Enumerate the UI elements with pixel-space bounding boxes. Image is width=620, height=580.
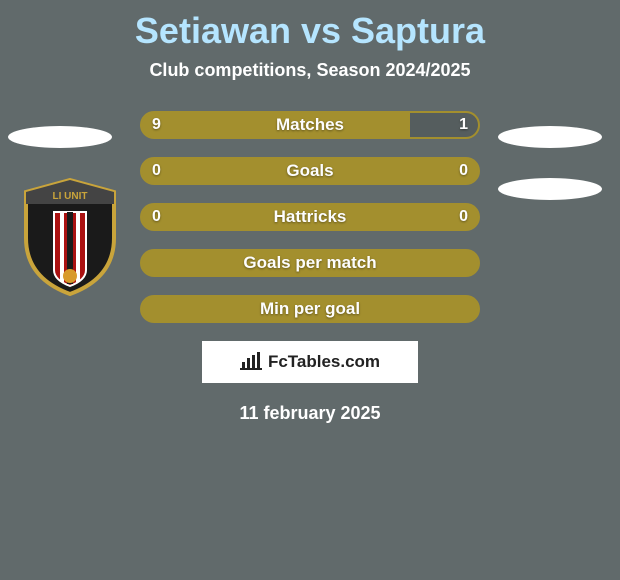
stat-row: Goals0 0 xyxy=(140,157,480,185)
stat-value-left: 0 xyxy=(152,203,161,231)
stat-row: Goals per match xyxy=(140,249,480,277)
stat-row: Min per goal xyxy=(140,295,480,323)
bar-chart-icon xyxy=(240,352,262,372)
stat-value-left: 9 xyxy=(152,111,161,139)
page-subtitle: Club competitions, Season 2024/2025 xyxy=(0,60,620,81)
stat-label: Goals xyxy=(140,157,480,185)
stat-label: Hattricks xyxy=(140,203,480,231)
stats-area: Matches91Goals00Hattricks00Goals per mat… xyxy=(0,111,620,323)
stat-value-left: 0 xyxy=(152,157,161,185)
stat-value-right: 0 xyxy=(459,203,468,231)
stat-label: Goals per match xyxy=(140,249,480,277)
stat-label: Matches xyxy=(140,111,480,139)
stat-row: Matches9 1 xyxy=(140,111,480,139)
brand-text: FcTables.com xyxy=(268,352,380,372)
stat-label: Min per goal xyxy=(140,295,480,323)
stat-value-right: 0 xyxy=(459,157,468,185)
stat-row: Hattricks0 0 xyxy=(140,203,480,231)
stat-value-right: 1 xyxy=(459,111,468,139)
brand-box[interactable]: FcTables.com xyxy=(202,341,418,383)
page-title: Setiawan vs Saptura xyxy=(0,0,620,52)
date-text: 11 february 2025 xyxy=(0,403,620,424)
